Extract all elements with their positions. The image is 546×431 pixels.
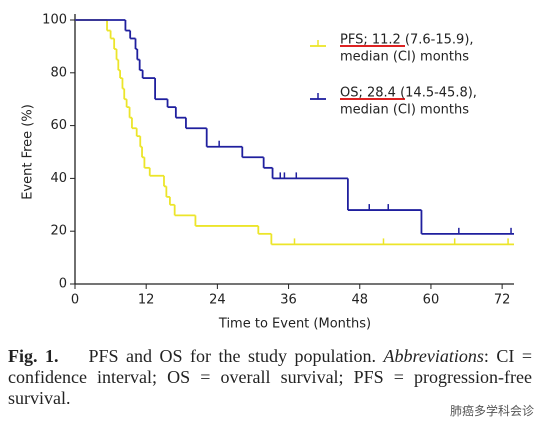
y-tick-label: 60 bbox=[50, 118, 67, 133]
chart: Time to Event (Months) Event Free (%) 0 2… bbox=[21, 13, 514, 332]
legend-label: PFS; 11.2 (7.6-15.9), bbox=[340, 33, 474, 48]
y-tick-label: 40 bbox=[50, 171, 67, 186]
caption-text: : CI = confidence interval; OS = overall… bbox=[8, 346, 532, 408]
x-tick-label: 12 bbox=[138, 293, 155, 308]
y-axis-title: Event Free (%) bbox=[21, 104, 36, 200]
y-tick-label: 20 bbox=[50, 224, 67, 239]
y-tick-label: 100 bbox=[42, 13, 67, 28]
y-tick-label: 0 bbox=[59, 277, 67, 292]
watermark: 肺癌多学科会诊 bbox=[449, 404, 534, 418]
x-tick-label: 36 bbox=[280, 293, 297, 308]
x-tick-label: 24 bbox=[209, 293, 226, 308]
caption-text: PFS and OS for the study population. bbox=[88, 346, 377, 366]
y-tick-label: 80 bbox=[50, 65, 67, 80]
caption: Fig. 1. PFS and OS for the study populat… bbox=[8, 346, 532, 409]
caption-italic: Abbreviations bbox=[383, 346, 484, 366]
x-tick-label: 72 bbox=[494, 293, 511, 308]
caption-label: Fig. 1. bbox=[8, 346, 59, 366]
legend-label: OS; 28.4 (14.5-45.8), bbox=[340, 86, 477, 101]
legend-note: median (CI) months bbox=[340, 103, 469, 118]
x-tick-label: 48 bbox=[351, 293, 368, 308]
x-axis-title: Time to Event (Months) bbox=[218, 317, 371, 332]
x-tick-label: 0 bbox=[71, 293, 79, 308]
legend-note: median (CI) months bbox=[340, 50, 469, 65]
x-tick-label: 60 bbox=[423, 293, 440, 308]
